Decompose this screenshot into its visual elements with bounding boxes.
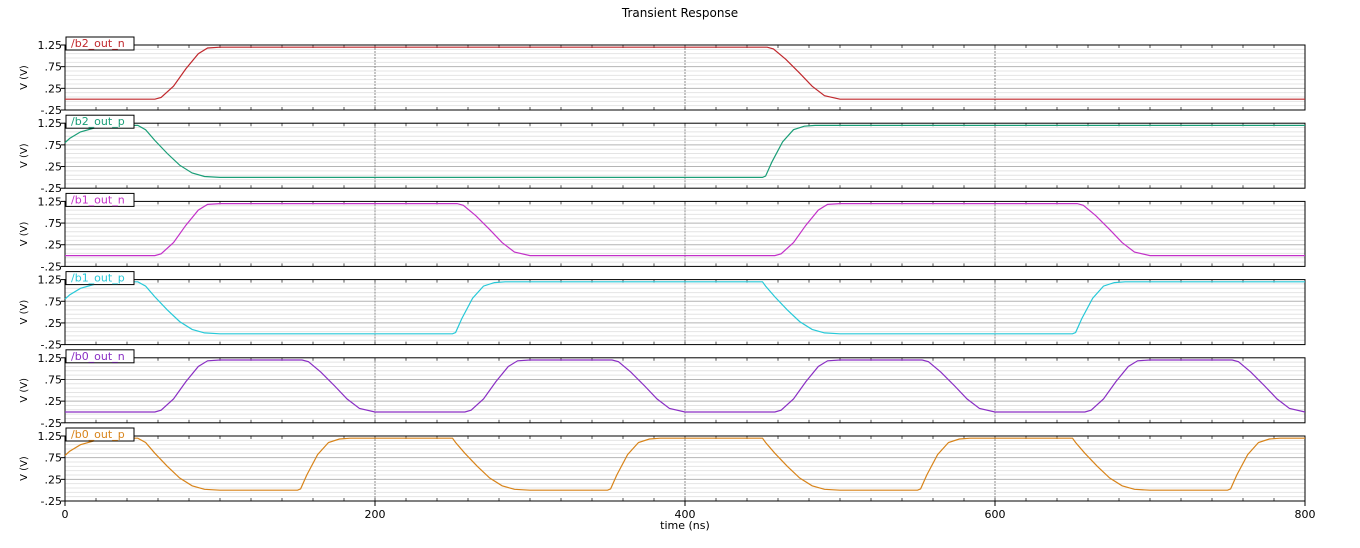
panel-frame: [64, 357, 1306, 424]
y-tick-label: .75: [45, 295, 63, 308]
x-tick-label: 0: [62, 508, 69, 521]
y-tick-label: .25: [45, 317, 63, 330]
panel-frame: [64, 122, 1306, 189]
series-label-tab: [65, 192, 135, 207]
y-axis-label: V (V): [19, 456, 30, 481]
series-label: /b2_out_n: [71, 37, 125, 50]
series-label: /b1_out_p: [71, 272, 125, 285]
series-label-tab: [65, 114, 135, 129]
series-line: [64, 281, 1305, 335]
chart-title: Transient Response: [621, 6, 739, 20]
x-tick-label: 200: [365, 508, 386, 521]
x-axis-label: time (ns): [660, 519, 710, 532]
y-axis-label: V (V): [19, 300, 30, 325]
y-tick-label: .25: [45, 161, 63, 174]
y-axis-label: V (V): [19, 221, 30, 246]
y-tick-label: 1.25: [38, 195, 63, 208]
series-line: [64, 437, 1305, 491]
y-tick-label: -.25: [41, 339, 62, 352]
y-tick-label: .25: [45, 82, 63, 95]
y-tick-label: .25: [45, 473, 63, 486]
y-tick-label: .75: [45, 452, 63, 465]
y-tick-label: 1.25: [38, 274, 63, 287]
y-tick-label: -.25: [41, 417, 62, 430]
y-tick-label: .75: [45, 61, 63, 74]
series-label: /b1_out_n: [71, 193, 125, 206]
y-tick-label: 1.25: [38, 430, 63, 443]
series-label-tab: [65, 349, 135, 364]
y-tick-label: -.25: [41, 495, 62, 508]
series-label-tab: [65, 427, 135, 442]
panel-frame: [64, 279, 1306, 346]
y-tick-label: .75: [45, 373, 63, 386]
y-tick-label: .25: [45, 239, 63, 252]
series-line: [65, 359, 1306, 413]
y-tick-label: 1.25: [38, 352, 63, 365]
y-tick-label: -.25: [41, 182, 62, 195]
series-label: /b2_out_p: [71, 115, 125, 128]
y-tick-label: .75: [45, 217, 63, 230]
y-tick-label: 1.25: [38, 39, 63, 52]
x-tick-label: 800: [1295, 508, 1316, 521]
y-axis-label: V (V): [19, 65, 30, 90]
panel-frame: [64, 200, 1306, 267]
series-line: [65, 46, 1305, 100]
x-tick-label: 600: [985, 508, 1006, 521]
y-tick-label: -.25: [41, 104, 62, 117]
y-tick-label: .75: [45, 139, 63, 152]
y-axis-label: V (V): [19, 143, 30, 168]
series-line: [65, 203, 1305, 257]
y-tick-label: 1.25: [38, 117, 63, 130]
series-label: /b0_out_p: [71, 428, 125, 441]
y-tick-label: .25: [45, 395, 63, 408]
series-label-tab: [65, 271, 135, 286]
series-label: /b0_out_n: [71, 350, 125, 363]
x-tick-label: 400: [675, 508, 696, 521]
series-label-tab: [65, 36, 135, 51]
y-axis-label: V (V): [19, 378, 30, 403]
panel-frame: [64, 44, 1306, 111]
y-tick-label: -.25: [41, 260, 62, 273]
